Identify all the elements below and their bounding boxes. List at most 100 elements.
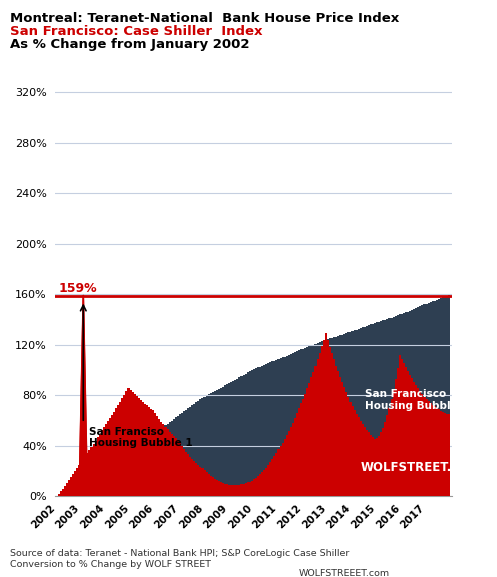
- Bar: [82, 459, 84, 496]
- Bar: [134, 451, 136, 496]
- Bar: [94, 477, 97, 496]
- Bar: [152, 434, 154, 496]
- Bar: [66, 483, 68, 496]
- Bar: [179, 414, 181, 496]
- Bar: [86, 453, 88, 496]
- Bar: [111, 415, 113, 496]
- Bar: [191, 459, 193, 496]
- Bar: [294, 418, 296, 496]
- Bar: [282, 443, 284, 496]
- Bar: [136, 449, 138, 496]
- Bar: [107, 470, 109, 496]
- Bar: [62, 493, 64, 496]
- Bar: [161, 428, 163, 496]
- Bar: [166, 429, 168, 496]
- Text: WOLFSTREET.com: WOLFSTREET.com: [361, 460, 479, 474]
- Bar: [125, 457, 128, 496]
- Bar: [187, 454, 189, 496]
- Bar: [444, 297, 446, 496]
- Bar: [197, 401, 199, 496]
- Bar: [313, 372, 315, 496]
- Bar: [353, 410, 356, 496]
- Bar: [411, 379, 413, 496]
- Bar: [172, 419, 175, 496]
- Bar: [64, 493, 66, 496]
- Bar: [315, 366, 317, 496]
- Bar: [267, 364, 269, 496]
- Bar: [216, 480, 218, 496]
- Bar: [105, 471, 107, 496]
- Text: Montreal: Teranet-National  Bank House Price Index: Montreal: Teranet-National Bank House Pr…: [10, 12, 399, 25]
- Bar: [401, 359, 403, 496]
- Bar: [446, 295, 448, 496]
- Bar: [403, 313, 405, 496]
- Bar: [101, 430, 103, 496]
- Bar: [380, 432, 382, 496]
- Bar: [382, 320, 384, 496]
- Bar: [208, 395, 210, 496]
- Bar: [397, 368, 399, 496]
- Bar: [374, 323, 376, 496]
- Bar: [335, 365, 337, 496]
- Bar: [292, 422, 294, 496]
- Bar: [427, 401, 429, 496]
- Bar: [389, 408, 391, 496]
- Bar: [296, 413, 298, 496]
- Bar: [265, 467, 267, 496]
- Bar: [288, 431, 290, 496]
- Polygon shape: [79, 295, 87, 496]
- Text: San Francisco
Housing Bubble 2: San Francisco Housing Bubble 2: [365, 389, 469, 411]
- Bar: [393, 389, 395, 496]
- Bar: [282, 357, 284, 496]
- Bar: [286, 435, 288, 496]
- Bar: [210, 394, 212, 496]
- Bar: [427, 303, 429, 496]
- Bar: [436, 300, 438, 496]
- Bar: [175, 417, 177, 496]
- Bar: [323, 340, 325, 496]
- Bar: [123, 395, 125, 496]
- Bar: [257, 368, 259, 496]
- Bar: [444, 413, 446, 496]
- Bar: [413, 309, 415, 496]
- Bar: [290, 427, 292, 496]
- Bar: [343, 388, 345, 496]
- Bar: [259, 366, 261, 496]
- Bar: [399, 355, 401, 496]
- Bar: [248, 482, 251, 496]
- Bar: [220, 388, 222, 496]
- Bar: [142, 402, 144, 496]
- Bar: [425, 399, 427, 496]
- Bar: [60, 491, 62, 496]
- Bar: [247, 372, 249, 496]
- Bar: [372, 324, 374, 496]
- Bar: [302, 399, 304, 496]
- Bar: [421, 394, 423, 496]
- Bar: [113, 466, 115, 496]
- Bar: [78, 486, 80, 496]
- Bar: [224, 385, 226, 496]
- Bar: [275, 452, 277, 496]
- Bar: [345, 333, 347, 496]
- Bar: [80, 485, 83, 496]
- Bar: [273, 361, 275, 496]
- Bar: [413, 382, 415, 496]
- Bar: [84, 456, 86, 496]
- Bar: [66, 492, 68, 496]
- Bar: [419, 391, 421, 496]
- Bar: [212, 392, 214, 496]
- Bar: [442, 412, 444, 496]
- Bar: [111, 467, 113, 496]
- Bar: [226, 384, 228, 496]
- Bar: [121, 460, 123, 496]
- Bar: [294, 352, 296, 496]
- Bar: [245, 374, 247, 496]
- Bar: [405, 368, 407, 496]
- Bar: [228, 383, 230, 496]
- Bar: [230, 382, 232, 496]
- Bar: [119, 402, 121, 496]
- Bar: [189, 456, 191, 496]
- Bar: [313, 345, 315, 496]
- Bar: [366, 326, 368, 496]
- Bar: [319, 342, 321, 496]
